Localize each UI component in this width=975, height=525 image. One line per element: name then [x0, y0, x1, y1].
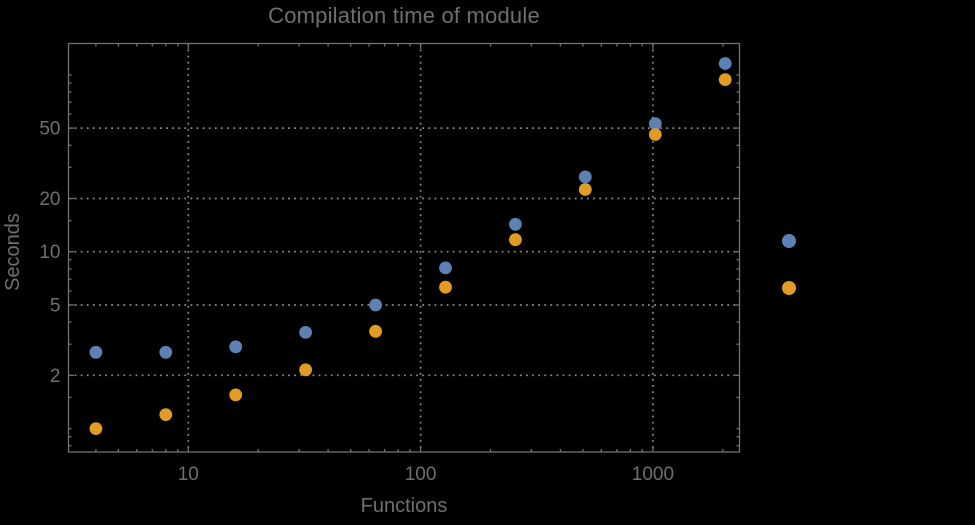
data-point [229, 340, 243, 354]
data-point [439, 261, 452, 275]
data-point [229, 388, 243, 402]
chart-title: Compilation time of module [268, 3, 540, 28]
y-tick-label: 5 [50, 296, 61, 317]
data-point [159, 345, 173, 359]
data-point [439, 280, 452, 294]
data-point [159, 408, 173, 421]
y-tick-label: 2 [50, 366, 61, 387]
data-point [718, 57, 732, 70]
data-point [299, 363, 312, 377]
x-tick-label: 100 [405, 464, 437, 485]
data-point [718, 73, 732, 86]
data-point [89, 422, 103, 435]
data-point [648, 117, 662, 131]
y-axis-label: Seconds [2, 213, 24, 291]
legend-marker-series-1 [782, 234, 796, 248]
y-tick-label: 20 [39, 189, 60, 210]
data-point [578, 183, 592, 196]
y-tick-label: 50 [39, 119, 60, 140]
data-point [509, 217, 522, 231]
x-tick-label: 10 [178, 464, 199, 485]
data-point [509, 233, 522, 247]
data-point [89, 345, 103, 359]
data-point [578, 170, 592, 184]
x-axis-label: Functions [360, 495, 448, 517]
legend-marker-series-2 [782, 281, 796, 295]
data-point [369, 324, 382, 338]
plot-frame [67, 42, 741, 453]
data-point [369, 298, 382, 312]
data-point [299, 326, 312, 339]
legend [782, 234, 796, 295]
x-tick-label: 1000 [632, 464, 674, 485]
data-point [648, 128, 662, 141]
y-tick-label: 10 [39, 242, 60, 263]
